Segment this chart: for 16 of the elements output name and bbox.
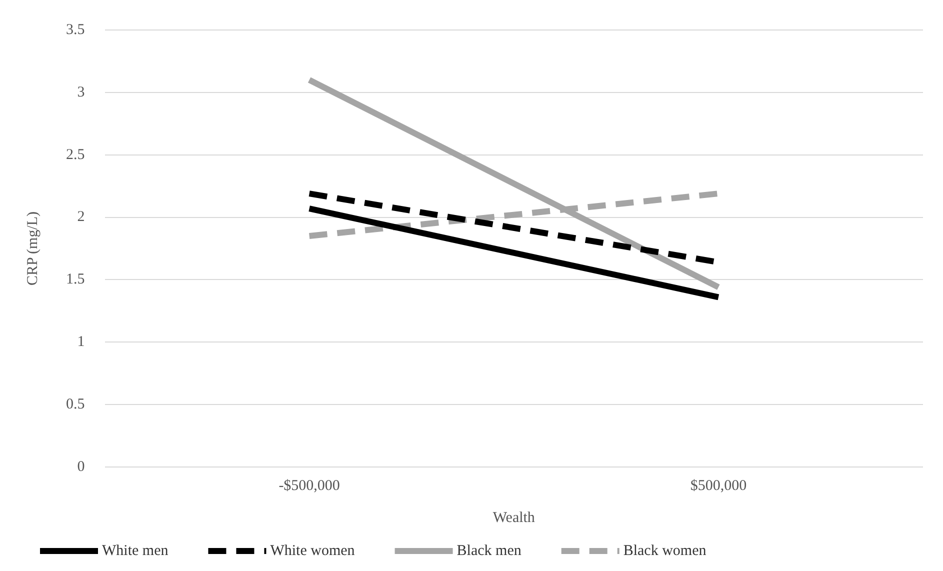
legend-label: White women: [270, 542, 356, 559]
y-tick-label: 1: [77, 334, 85, 350]
y-tick-label: 1.5: [66, 272, 85, 288]
y-tick-label: 3: [77, 84, 85, 100]
y-tick-label: 3.5: [66, 22, 85, 38]
y-tick-label: 2.5: [66, 146, 85, 163]
y-tick-label: 2: [77, 209, 85, 226]
x-tick-label: -$500,000: [278, 478, 340, 494]
x-axis-title: Wealth: [492, 510, 536, 526]
legend-label: Black women: [623, 542, 707, 559]
legend-label: Black men: [456, 542, 522, 559]
x-tick-label: $500,000: [690, 478, 747, 494]
y-tick-label: 0.5: [66, 396, 85, 413]
legend-label: White men: [102, 542, 169, 559]
y-axis-title: CRP (mg/L): [24, 211, 41, 286]
y-tick-label: 0: [77, 458, 85, 475]
